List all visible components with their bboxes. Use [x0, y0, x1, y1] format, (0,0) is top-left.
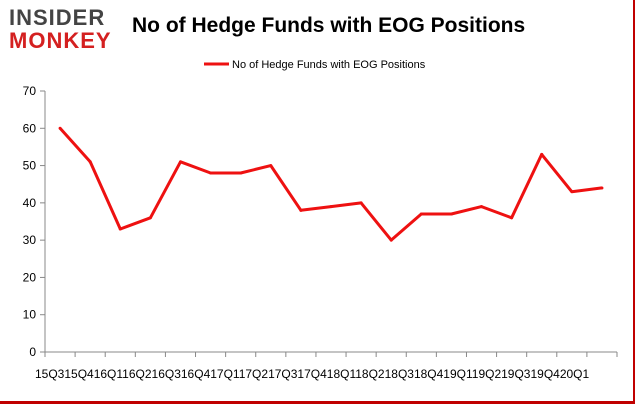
data-point — [209, 171, 213, 175]
data-point — [449, 212, 453, 216]
chart-title: No of Hedge Funds with EOG Positions — [132, 14, 526, 37]
y-tick-label: 30 — [23, 233, 37, 247]
logo-line-2: MONKEY — [9, 28, 112, 53]
data-point — [480, 205, 484, 209]
y-tick-label: 20 — [23, 270, 37, 284]
x-tick-labels: 15Q315Q416Q116Q216Q316Q417Q117Q217Q317Q4… — [35, 367, 590, 381]
y-tick-label: 10 — [23, 308, 37, 322]
data-point — [329, 205, 333, 209]
data-point — [299, 208, 303, 212]
data-point — [58, 126, 62, 130]
data-point — [419, 212, 423, 216]
y-tick-label: 0 — [29, 345, 36, 359]
data-point — [148, 216, 152, 220]
data-point — [178, 160, 182, 164]
y-tick-label: 50 — [23, 159, 37, 173]
data-point — [540, 152, 544, 156]
data-point — [600, 186, 604, 190]
legend: No of Hedge Funds with EOG Positions — [204, 59, 426, 71]
logo-line-1: INSIDER — [9, 5, 106, 30]
y-tick-label: 40 — [23, 196, 37, 210]
data-point — [118, 227, 122, 231]
data-point — [389, 238, 393, 242]
series-line — [58, 127, 603, 242]
data-point — [239, 171, 243, 175]
insider-monkey-logo: INSIDER MONKEY — [9, 6, 117, 56]
y-tick-label: 70 — [23, 84, 37, 98]
data-point — [570, 190, 574, 194]
axes: 0 10 20 30 40 50 60 70 — [23, 84, 618, 359]
data-point — [88, 160, 92, 164]
legend-label: No of Hedge Funds with EOG Positions — [232, 59, 426, 71]
data-point — [359, 201, 363, 205]
series-layer — [58, 126, 604, 242]
y-tick-label: 60 — [23, 121, 37, 135]
data-point — [510, 216, 514, 220]
data-point — [269, 164, 273, 168]
